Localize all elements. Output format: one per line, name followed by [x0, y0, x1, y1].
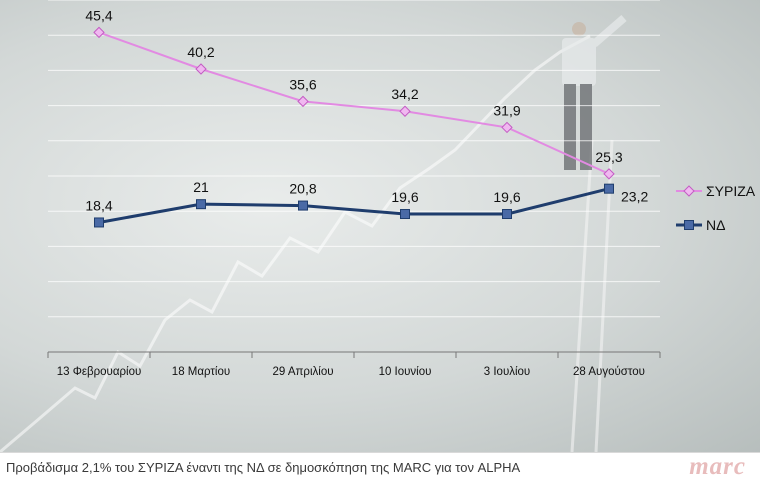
- data-label: 19,6: [391, 189, 418, 205]
- series-nd: 18,4 21 20,8 19,6 19,6 23,2: [85, 179, 648, 228]
- data-point: [297, 95, 309, 108]
- chart-caption: Προβάδισμα 2,1% του ΣΥΡΙΖΑ έναντι της ΝΔ…: [6, 460, 521, 475]
- series-layer: 45,4 40,2 35,6 34,2 31,9 25,3 18,4 21 20,8 19,6 19…: [85, 7, 648, 228]
- series-syriza: 45,4 40,2 35,6 34,2 31,9 25,3: [85, 7, 623, 180]
- legend-item: ΝΔ: [676, 217, 725, 233]
- data-point: [195, 63, 207, 75]
- gridlines: [48, 0, 660, 318]
- data-label: 25,3: [595, 149, 622, 165]
- data-point: [93, 26, 105, 39]
- marc-logo: marc: [689, 453, 746, 480]
- legend: ΣΥΡΙΖΑ ΝΔ: [676, 183, 756, 233]
- x-tick-label: 3 Ιουλίου: [484, 366, 530, 378]
- x-tick-label: 28 Αυγούστου: [573, 366, 645, 378]
- x-axis: 13 Φεβρουαρίου 18 Μαρτίου 29 Απριλίου 10 Ιο…: [47, 351, 661, 378]
- data-label: 45,4: [85, 7, 112, 23]
- legend-item: ΣΥΡΙΖΑ: [676, 183, 756, 199]
- legend-marker: [684, 220, 694, 230]
- line-chart: 13 Φεβρουαρίου 18 Μαρτίου 29 Απριλίου 10 Ιο…: [0, 0, 756, 452]
- legend-label: ΣΥΡΙΖΑ: [706, 183, 756, 199]
- x-tick-label: 13 Φεβρουαρίου: [57, 366, 142, 378]
- data-label: 34,2: [391, 86, 418, 102]
- data-label: 20,8: [289, 181, 316, 197]
- data-point: [603, 168, 615, 180]
- data-point: [94, 217, 104, 228]
- x-tick-label: 10 Ιουνίου: [379, 366, 432, 378]
- data-label: 35,6: [289, 76, 316, 92]
- data-label: 23,2: [621, 189, 648, 205]
- x-tick-label: 29 Απριλίου: [272, 366, 333, 378]
- data-point: [501, 121, 513, 134]
- x-tick-label: 18 Μαρτίου: [172, 366, 230, 378]
- data-point: [604, 183, 614, 194]
- data-label: 40,2: [187, 44, 214, 60]
- footer: Προβάδισμα 2,1% του ΣΥΡΙΖΑ έναντι της ΝΔ…: [0, 452, 760, 483]
- background-trend-decoration: [0, 34, 591, 452]
- data-label: 18,4: [85, 197, 112, 213]
- data-point: [502, 209, 512, 220]
- legend-label: ΝΔ: [706, 217, 725, 233]
- chart-area: 13 Φεβρουαρίου 18 Μαρτίου 29 Απριλίου 10 Ιο…: [0, 0, 760, 452]
- data-point: [196, 199, 206, 210]
- data-point: [399, 105, 411, 117]
- data-point: [298, 200, 308, 211]
- data-label: 21: [193, 179, 209, 195]
- data-label: 19,6: [493, 189, 520, 205]
- data-point: [400, 209, 410, 220]
- series-line: [98, 187, 610, 224]
- series-line: [98, 31, 610, 175]
- legend-marker: [683, 185, 695, 197]
- data-label: 31,9: [493, 102, 520, 118]
